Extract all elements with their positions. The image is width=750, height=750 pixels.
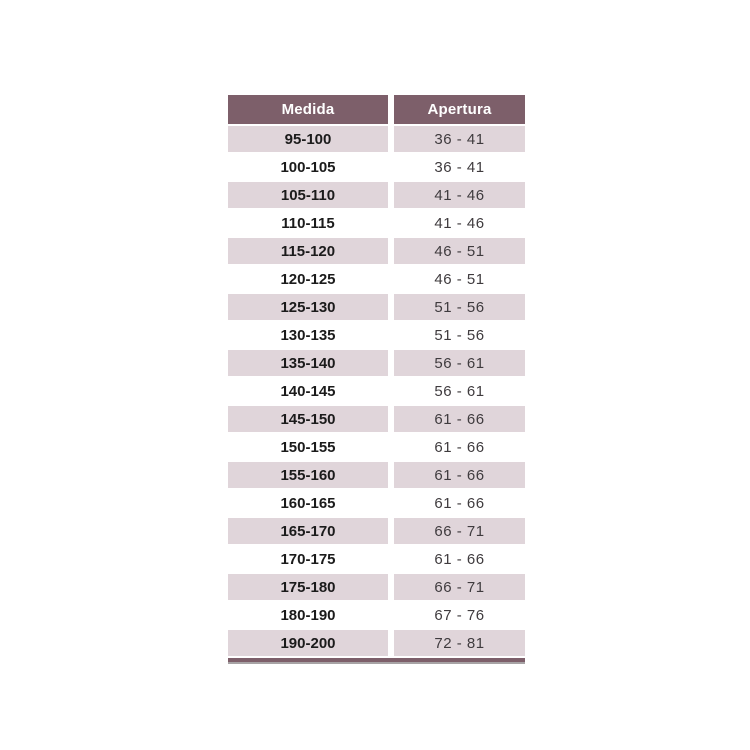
cell-apertura: 46 - 51: [394, 238, 525, 264]
cell-medida: 95-100: [228, 126, 388, 152]
cell-apertura: 61 - 66: [394, 546, 525, 572]
table-row: 165-170 66 - 71: [228, 518, 525, 544]
cell-apertura: 51 - 56: [394, 322, 525, 348]
cell-medida: 105-110: [228, 182, 388, 208]
table-row: 100-105 36 - 41: [228, 154, 525, 180]
cell-medida: 180-190: [228, 602, 388, 628]
cell-medida: 125-130: [228, 294, 388, 320]
cell-apertura: 66 - 71: [394, 518, 525, 544]
bottom-border-dark-line: [228, 658, 525, 662]
cell-apertura: 61 - 66: [394, 406, 525, 432]
cell-apertura: 61 - 66: [394, 490, 525, 516]
table-row: 120-125 46 - 51: [228, 266, 525, 292]
column-header-medida: Medida: [228, 95, 388, 124]
column-header-apertura: Apertura: [394, 95, 525, 124]
table-row: 125-130 51 - 56: [228, 294, 525, 320]
cell-medida: 145-150: [228, 406, 388, 432]
cell-apertura: 46 - 51: [394, 266, 525, 292]
cell-apertura: 67 - 76: [394, 602, 525, 628]
cell-medida: 160-165: [228, 490, 388, 516]
cell-apertura: 36 - 41: [394, 154, 525, 180]
cell-medida: 120-125: [228, 266, 388, 292]
table-header-row: Medida Apertura: [228, 95, 525, 124]
table-body: 95-100 36 - 41 100-105 36 - 41 105-110 41 - 4…: [228, 126, 525, 656]
cell-medida: 155-160: [228, 462, 388, 488]
cell-apertura: 61 - 66: [394, 462, 525, 488]
table-row: 105-110 41 - 46: [228, 182, 525, 208]
cell-medida: 110-115: [228, 210, 388, 236]
table-bottom-border: [228, 658, 525, 664]
table-row: 150-155 61 - 66: [228, 434, 525, 460]
table-row: 160-165 61 - 66: [228, 490, 525, 516]
bottom-border-shadow-line: [228, 662, 525, 664]
cell-apertura: 36 - 41: [394, 126, 525, 152]
cell-medida: 150-155: [228, 434, 388, 460]
table-row: 145-150 61 - 66: [228, 406, 525, 432]
cell-medida: 165-170: [228, 518, 388, 544]
cell-medida: 135-140: [228, 350, 388, 376]
cell-apertura: 61 - 66: [394, 434, 525, 460]
table-row: 180-190 67 - 76: [228, 602, 525, 628]
cell-apertura: 41 - 46: [394, 210, 525, 236]
table-row: 110-115 41 - 46: [228, 210, 525, 236]
cell-apertura: 66 - 71: [394, 574, 525, 600]
table-row: 135-140 56 - 61: [228, 350, 525, 376]
cell-apertura: 56 - 61: [394, 350, 525, 376]
cell-medida: 140-145: [228, 378, 388, 404]
cell-medida: 175-180: [228, 574, 388, 600]
cell-apertura: 72 - 81: [394, 630, 525, 656]
table-row: 175-180 66 - 71: [228, 574, 525, 600]
table-row: 115-120 46 - 51: [228, 238, 525, 264]
cell-medida: 190-200: [228, 630, 388, 656]
table-row: 140-145 56 - 61: [228, 378, 525, 404]
cell-apertura: 56 - 61: [394, 378, 525, 404]
cell-medida: 170-175: [228, 546, 388, 572]
table-row: 155-160 61 - 66: [228, 462, 525, 488]
cell-apertura: 41 - 46: [394, 182, 525, 208]
cell-medida: 130-135: [228, 322, 388, 348]
size-table: Medida Apertura 95-100 36 - 41 100-105 36 -…: [228, 95, 525, 664]
cell-apertura: 51 - 56: [394, 294, 525, 320]
cell-medida: 115-120: [228, 238, 388, 264]
table-row: 130-135 51 - 56: [228, 322, 525, 348]
table-row: 190-200 72 - 81: [228, 630, 525, 656]
table-row: 170-175 61 - 66: [228, 546, 525, 572]
table-row: 95-100 36 - 41: [228, 126, 525, 152]
cell-medida: 100-105: [228, 154, 388, 180]
